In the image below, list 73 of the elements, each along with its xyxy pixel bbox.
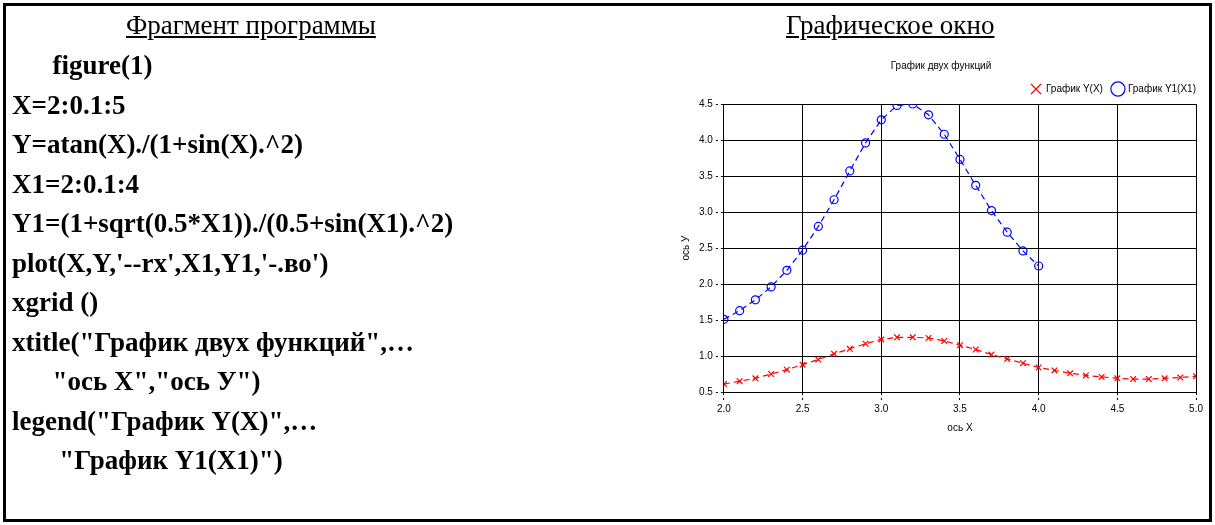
point: [1098, 373, 1106, 381]
legend-label: График Y(X): [1045, 82, 1103, 94]
y-tick-label: 3.5: [699, 169, 714, 181]
point: [893, 333, 901, 341]
point: [797, 245, 808, 255]
point: [813, 221, 823, 231]
text: figure(1): [51, 49, 154, 82]
text: X1=2:0.1:4: [12, 167, 141, 201]
text: Y=atan(X)./(1+sin(X).^2): [12, 128, 304, 161]
point: [986, 205, 997, 216]
point: [766, 282, 776, 292]
y-tick-label: 0.5: [699, 385, 714, 397]
point: [750, 295, 760, 305]
point: [829, 195, 839, 205]
point: [892, 104, 902, 111]
y-axis-title: ось У: [679, 234, 691, 261]
point: [1018, 246, 1028, 256]
y-tick-label: 4.0: [699, 133, 714, 145]
point: [1145, 375, 1153, 383]
text: xgrid (): [12, 286, 100, 319]
text: Фрагмент программы: [126, 10, 376, 41]
point: [783, 366, 791, 374]
point: [939, 129, 949, 139]
text: legend("График Y(X)",…: [12, 404, 319, 438]
text: "ось X","ось У"): [51, 365, 262, 398]
x-tick-label: 3.5: [953, 402, 968, 414]
x-tick-label: 5.0: [1189, 402, 1204, 414]
text: "График Y1(X1)"): [58, 444, 284, 477]
legend-label: График Y1(X1): [1127, 82, 1197, 94]
point: [736, 377, 744, 385]
point: [1066, 369, 1074, 377]
point: [1035, 364, 1043, 371]
point: [877, 336, 885, 343]
text: Y1=(1+sqrt(0.5*X1))./(0.5+sin(X1).^2): [12, 207, 454, 240]
text: xtitle("График двух функций",…: [12, 325, 416, 359]
point: [940, 337, 948, 345]
point: [956, 341, 964, 349]
x-tick-label: 2.5: [795, 402, 810, 414]
point: [814, 356, 822, 364]
point: [925, 334, 932, 342]
y-tick-label: 2.0: [699, 277, 714, 289]
point: [767, 370, 775, 378]
text: X=2:0.1:5: [12, 88, 127, 122]
point: [860, 138, 871, 148]
point: [1161, 374, 1168, 382]
point: [862, 340, 869, 348]
x-tick-label: 2.0: [716, 402, 732, 414]
point: [735, 306, 745, 316]
point: [971, 180, 981, 190]
text: plot(X,Y,'--rx',X1,Y1,'-.во'): [12, 246, 330, 280]
chart-title: График двух функций: [890, 59, 992, 71]
point: [923, 110, 934, 120]
x-tick-label: 4.0: [1031, 402, 1047, 414]
y-tick-label: 1.5: [699, 313, 714, 325]
y-tick-label: 3.0: [699, 205, 714, 217]
point: [876, 115, 886, 125]
y-tick-label: 1.0: [699, 349, 714, 361]
y-tick-label: 2.5: [699, 241, 714, 253]
y-tick-label: 4.5: [699, 97, 714, 109]
point: [1082, 372, 1090, 379]
point: [1034, 261, 1044, 271]
point: [782, 265, 792, 275]
x-axis-title: ось X: [947, 421, 973, 433]
text: Графическое окно: [786, 10, 995, 41]
point: [1176, 374, 1184, 382]
point: [830, 350, 838, 358]
point: [1019, 359, 1027, 367]
x-tick-label: 3.0: [874, 402, 889, 414]
point: [972, 346, 980, 353]
point: [955, 154, 965, 165]
x-tick-label: 4.5: [1110, 402, 1125, 414]
point: [1002, 227, 1012, 237]
point: [845, 166, 855, 176]
